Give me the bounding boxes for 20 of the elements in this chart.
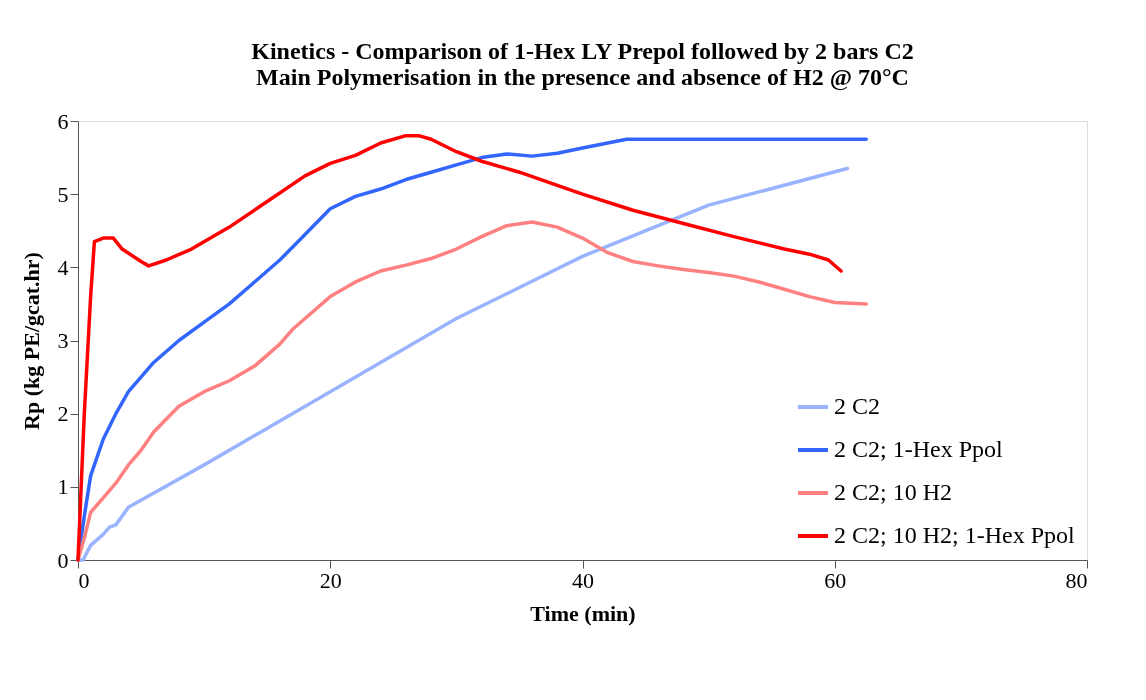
y-tick-label: 0 — [57, 547, 69, 573]
y-tick-label: 2 — [57, 401, 69, 427]
y-axis-title: Rp (kg PE/gcat.hr) — [18, 252, 44, 430]
x-tick-label: 0 — [78, 567, 90, 593]
y-tick-label: 3 — [57, 328, 69, 353]
text: Main Polymerisation in the presence and absence of H2 @ 70°C — [256, 64, 909, 90]
x-tick-label: 60 — [824, 567, 847, 593]
x-axis-title: Time (min) — [530, 600, 636, 626]
y-tick-label: 5 — [57, 181, 69, 207]
y-tick-label: 6 — [57, 108, 69, 134]
legend-label: 2 C2; 10 H2 — [834, 479, 953, 505]
text: Kinetics - Comparison of 1-Hex LY Prepol followed by 2 bars C2 — [251, 38, 914, 64]
y-tick-label: 1 — [57, 474, 69, 500]
legend-label: 2 C2; 10 H2; 1-Hex Ppol — [834, 522, 1075, 548]
y-tick-label: 4 — [57, 254, 69, 280]
x-tick-label: 80 — [1065, 567, 1088, 593]
legend-label: 2 C2; 1-Hex Ppol — [834, 436, 1003, 462]
x-tick-label: 40 — [572, 567, 594, 593]
x-tick-label: 20 — [319, 567, 342, 593]
legend-label: 2 C2 — [834, 393, 881, 419]
